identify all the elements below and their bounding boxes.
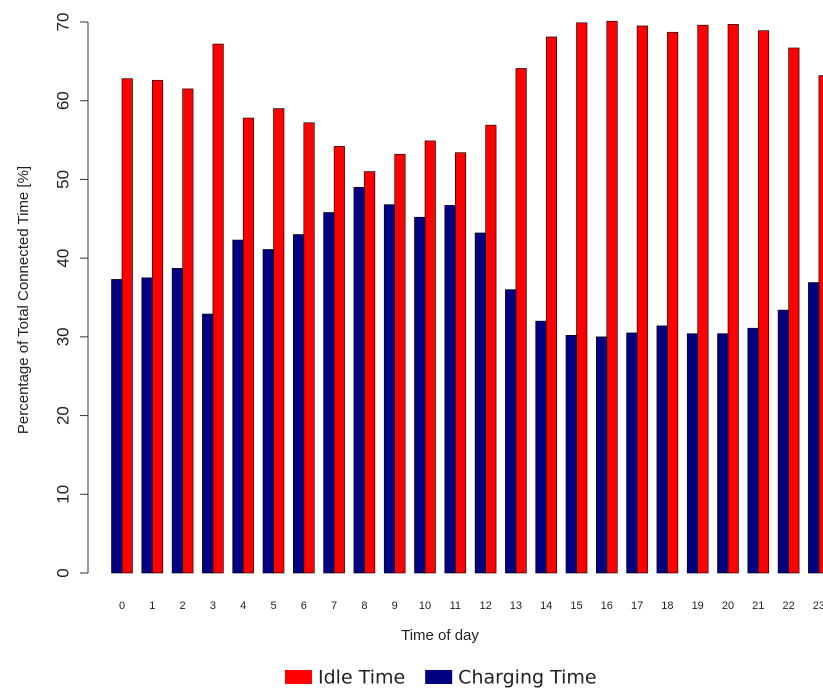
x-tick-label: 6 [301,600,307,612]
bar [292,234,305,574]
x-tick-label: 9 [392,600,398,612]
bar [727,24,739,574]
bar [303,122,315,574]
x-tick-label: 0 [119,600,125,612]
bar [485,124,497,574]
x-tick-label: 11 [450,600,461,612]
bar [818,75,823,574]
x-tick-label: 13 [510,600,522,612]
x-tick-label: 15 [570,600,582,612]
x-tick-label: 21 [752,600,764,612]
x-tick-label: 1 [149,600,155,612]
x-tick-label: 20 [722,600,734,612]
x-tick-label: 17 [631,600,643,612]
x-tick-label: 23 [813,600,823,612]
bar [717,333,729,574]
bar [141,277,153,574]
bar [394,153,406,574]
bar [626,332,638,574]
bar [152,79,164,574]
x-tick-label: 22 [782,600,794,612]
bar [111,279,123,574]
bar [565,334,577,574]
y-tick-label: 50 [53,170,72,189]
bar [576,22,588,574]
bar [686,333,699,574]
x-tick-label: 2 [180,600,186,612]
bar [323,212,335,574]
bar [424,140,436,574]
bar [232,239,244,574]
y-tick-label: 30 [53,327,72,346]
bar [788,47,800,574]
bar [414,216,426,574]
bar [535,320,547,574]
bar [454,152,467,574]
bar [474,232,486,574]
x-tick-label: 7 [331,600,337,612]
y-tick-label: 70 [53,13,72,32]
legend-label: Idle Time [318,667,405,689]
x-tick-label: 14 [540,600,552,612]
bar [545,36,558,574]
bar [667,31,679,574]
y-tick-label: 60 [53,91,72,110]
bar [757,30,770,574]
bar [515,68,527,574]
bar [171,268,183,574]
bar [808,282,820,574]
bar [747,327,759,574]
x-tick-label: 18 [661,600,673,612]
bar [121,78,133,574]
x-tick-label: 5 [270,600,276,612]
bar [444,205,456,574]
bar [656,325,668,574]
bar [697,24,709,574]
y-tick-label: 20 [53,406,72,425]
bar [202,313,214,574]
x-tick-label: 3 [210,600,216,612]
x-tick-label: 19 [692,600,704,612]
x-tick-label: 4 [240,600,246,612]
x-axis-title: Time of day [401,627,479,644]
bar [383,204,396,574]
bar [364,171,376,574]
bar [777,309,789,574]
bar [353,187,365,574]
bar [273,108,285,574]
bar [182,88,194,574]
bar [242,117,254,574]
legend-label: Charging Time [458,667,596,689]
x-tick-label: 8 [361,600,367,612]
y-tick-label: 0 [53,568,72,577]
bar [212,43,224,574]
x-tick-label: 12 [479,600,491,612]
bar [636,25,648,574]
bar [505,289,517,574]
x-tick-label: 16 [601,600,613,612]
bar [262,249,274,574]
y-tick-label: 40 [53,249,72,268]
y-tick-label: 10 [53,485,72,504]
legend-swatch [285,670,312,684]
bar [606,20,618,574]
x-tick-label: 10 [419,600,431,612]
bar [333,146,345,574]
bar [595,336,608,574]
legend-swatch [425,670,453,684]
y-axis-title: Percentage of Total Connected Time [%] [15,166,32,434]
